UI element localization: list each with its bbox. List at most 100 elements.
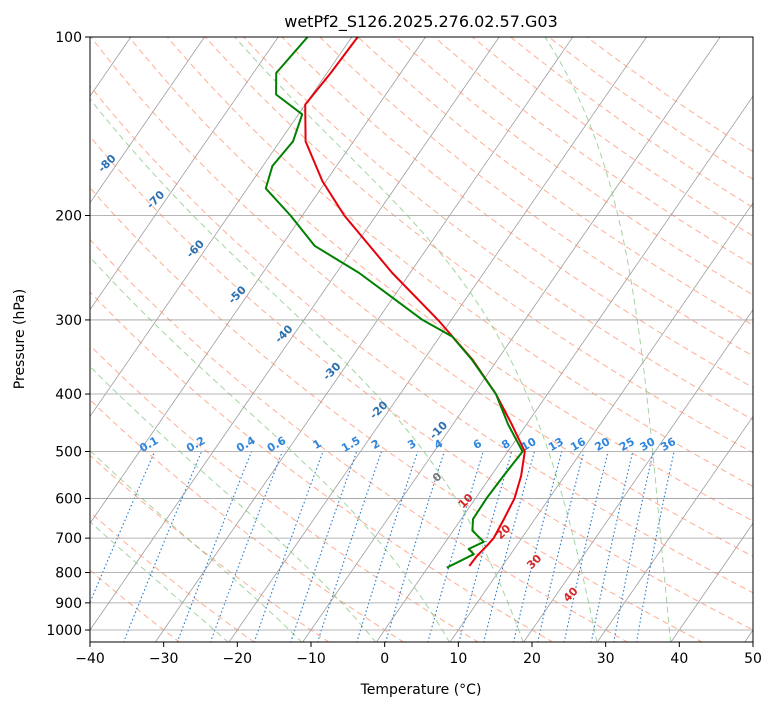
mixing-ratio-label: 36 bbox=[658, 435, 678, 454]
isotherm bbox=[90, 37, 500, 631]
temperature-line bbox=[304, 37, 526, 567]
dry-adiabat bbox=[90, 187, 703, 642]
dry-adiabat bbox=[166, 37, 753, 488]
mixing-ratio-line bbox=[176, 451, 253, 642]
mixing-ratio-line bbox=[90, 451, 156, 604]
isotherm bbox=[154, 37, 574, 642]
x-tick-label: 20 bbox=[523, 651, 541, 667]
line-labels: 0.1 0.2 0.4 0.6 1 1.5 2 3 4 6 8 10 13 16 20 25 30 36-100-… bbox=[95, 152, 678, 605]
x-tick-label: 30 bbox=[597, 651, 615, 667]
dry-adiabat bbox=[90, 511, 255, 642]
isotherm bbox=[744, 629, 753, 642]
mixing-ratio-label: 25 bbox=[617, 435, 637, 454]
dry-adiabat bbox=[510, 37, 753, 209]
x-axis-label: Temperature (°C) bbox=[360, 682, 482, 698]
y-tick-label: 500 bbox=[55, 444, 82, 460]
y-tick-label: 900 bbox=[55, 596, 82, 612]
dewpoint-line bbox=[264, 37, 524, 569]
dry-adiabat bbox=[586, 37, 753, 153]
x-tick-label: −30 bbox=[149, 651, 179, 667]
mixing-ratio-label: 3 bbox=[405, 437, 418, 452]
isotherm bbox=[90, 37, 279, 311]
x-tick-label: 50 bbox=[744, 651, 762, 667]
y-axis: 100 200 300 400 500 600 700 800 900 1000 bbox=[46, 30, 90, 639]
dry-adiabat bbox=[90, 85, 753, 594]
mixing-ratio-line bbox=[123, 451, 203, 642]
moist-adiabat bbox=[90, 520, 229, 642]
mixing-ratio-label: 2 bbox=[369, 437, 382, 452]
mixing-ratio-line bbox=[427, 451, 484, 642]
dry-adiabat bbox=[128, 37, 753, 522]
x-tick-label: −10 bbox=[296, 651, 326, 667]
dry-adiabat-label: -10 bbox=[427, 418, 450, 441]
moist-adiabat-label: 30 bbox=[524, 552, 544, 572]
mixing-ratio-line bbox=[209, 451, 283, 642]
dry-adiabat-label: -50 bbox=[226, 283, 249, 306]
moist-adiabat bbox=[90, 256, 450, 642]
dry-adiabat-label: -20 bbox=[367, 398, 390, 421]
mixing-ratio-line bbox=[356, 451, 419, 642]
y-axis-label: Pressure (hPa) bbox=[12, 289, 28, 389]
x-tick-label: 10 bbox=[449, 651, 467, 667]
background-lines bbox=[0, 37, 753, 643]
x-tick-label: −40 bbox=[75, 651, 105, 667]
dry-adiabat bbox=[90, 37, 753, 557]
mixing-ratio-line bbox=[385, 451, 445, 642]
moist-adiabat bbox=[90, 365, 377, 642]
isotherm bbox=[375, 95, 753, 642]
dry-adiabat bbox=[395, 37, 753, 296]
mixing-ratio-line bbox=[537, 451, 585, 642]
mixing-ratio-label: 8 bbox=[499, 437, 512, 452]
dry-adiabat bbox=[243, 37, 753, 421]
profile-lines bbox=[264, 37, 526, 569]
y-tick-label: 100 bbox=[55, 30, 82, 46]
x-axis: −40 −30 −20 −10 0 10 20 30 40 50 bbox=[75, 642, 762, 667]
moist-adiabat-label: 40 bbox=[561, 584, 581, 604]
isotherm bbox=[0, 37, 57, 643]
mixing-ratio-label: 1 bbox=[311, 437, 324, 452]
dry-adiabat bbox=[90, 238, 629, 642]
y-tick-label: 1000 bbox=[46, 623, 82, 639]
dry-adiabat-label: -80 bbox=[95, 152, 118, 175]
mixing-ratio-label: 20 bbox=[592, 435, 612, 454]
isotherm bbox=[90, 37, 353, 418]
isotherm bbox=[523, 309, 753, 642]
dry-adiabat bbox=[472, 37, 753, 237]
y-tick-label: 600 bbox=[55, 491, 82, 507]
y-tick-label: 700 bbox=[55, 531, 82, 547]
chart-title: wetPf2_S126.2025.276.02.57.G03 bbox=[284, 12, 558, 32]
dry-adiabat bbox=[90, 344, 479, 642]
isotherm bbox=[449, 202, 753, 642]
isotherm bbox=[90, 37, 205, 204]
mixing-ratio-line bbox=[512, 451, 563, 642]
y-tick-label: 300 bbox=[55, 313, 82, 329]
y-tick-label: 400 bbox=[55, 387, 82, 403]
dry-adiabat bbox=[205, 37, 753, 454]
mixing-ratio-line bbox=[317, 451, 383, 642]
isotherm bbox=[596, 415, 753, 642]
dry-adiabat bbox=[281, 37, 753, 389]
mixing-ratio-line bbox=[290, 451, 358, 642]
dry-adiabat bbox=[357, 37, 753, 326]
isotherm bbox=[670, 522, 753, 642]
isotherm bbox=[90, 37, 426, 524]
mixing-ratio-line bbox=[253, 451, 324, 642]
dry-adiabat-label: -30 bbox=[320, 360, 343, 383]
dry-adiabat bbox=[434, 37, 753, 266]
y-tick-label: 800 bbox=[55, 566, 82, 582]
dry-adiabat bbox=[90, 399, 405, 642]
plot-frame bbox=[89, 36, 754, 643]
x-tick-label: −20 bbox=[223, 651, 253, 667]
moist-adiabat bbox=[90, 449, 303, 642]
moist-adiabat bbox=[544, 37, 672, 642]
mixing-ratio-line bbox=[563, 451, 609, 642]
moist-adiabat-label: 10 bbox=[456, 491, 476, 511]
x-tick-label: 0 bbox=[380, 651, 389, 667]
mixing-ratio-line bbox=[613, 451, 654, 642]
dry-adiabat bbox=[90, 135, 753, 631]
y-tick-label: 200 bbox=[55, 209, 82, 225]
mixing-ratio-line bbox=[483, 451, 535, 642]
dry-adiabat-label: -40 bbox=[272, 322, 295, 345]
dry-adiabat-label: -70 bbox=[144, 188, 167, 211]
